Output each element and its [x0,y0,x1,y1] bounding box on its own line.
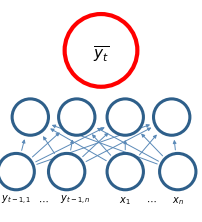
Circle shape [48,153,85,190]
Circle shape [0,153,34,190]
Circle shape [107,99,143,135]
Circle shape [12,99,48,135]
Text: $y_{t-1,n}$: $y_{t-1,n}$ [60,194,91,207]
Text: $x_n$: $x_n$ [172,195,184,207]
Circle shape [65,14,137,87]
Text: $\cdots$: $\cdots$ [146,196,157,206]
Circle shape [160,153,196,190]
Text: $y_{t-1,1}$: $y_{t-1,1}$ [1,194,32,207]
Circle shape [107,153,143,190]
Circle shape [154,99,190,135]
Text: $\cdots$: $\cdots$ [38,196,49,206]
Text: $x_1$: $x_1$ [119,195,131,207]
Circle shape [59,99,95,135]
Text: $\overline{y_t}$: $\overline{y_t}$ [93,44,109,65]
